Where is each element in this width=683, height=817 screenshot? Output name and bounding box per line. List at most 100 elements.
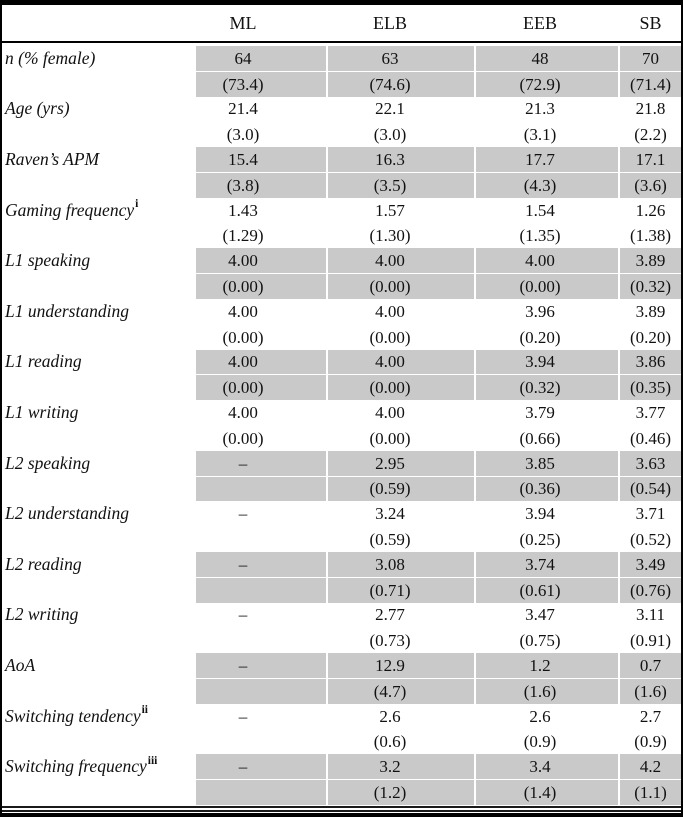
- table-row: L1 speaking 4.00 4.00 4.00 3.89 (0.00) (…: [2, 248, 681, 299]
- sd-cell-sb: (0.46): [629, 428, 672, 448]
- sd-cell-elb: (0.73): [369, 631, 411, 651]
- row-label-spacer: [2, 173, 194, 198]
- mean-cell-ml: 4.00: [228, 403, 258, 423]
- sd-cell-elb: (0.59): [328, 476, 474, 502]
- row-label-spacer: [2, 578, 194, 603]
- sd-cell-eeb: (0.00): [476, 274, 618, 299]
- sd-cell-elb: (0.00): [328, 375, 474, 401]
- row-label: L2 writing: [2, 603, 194, 628]
- sd-cell-ml: (0.00): [196, 375, 326, 401]
- sd-cell-sb: (0.9): [634, 732, 667, 752]
- sd-cell-elb: (4.7): [328, 678, 474, 704]
- sd-cell-eeb: (0.66): [519, 428, 561, 448]
- row-label-superscript: iii: [147, 754, 158, 767]
- sd-cell-elb: (3.0): [373, 125, 407, 145]
- table-row: n (% female) 64 63 48 70 (73.4) (74.6) (…: [2, 46, 681, 97]
- row-label-spacer: [2, 628, 194, 653]
- sd-cell-elb: (74.6): [328, 71, 474, 97]
- row-label-spacer: [2, 224, 194, 249]
- table-row: Gaming frequency i 1.43 1.57 1.54 1.26 (1…: [2, 198, 681, 249]
- mean-cell-sb: 3.89: [635, 301, 666, 321]
- table-row: Raven’s APM 15.4 16.3 17.7 17.1 (3.8) (3…: [2, 147, 681, 198]
- sd-cell-sb: (1.38): [629, 226, 672, 246]
- mean-cell-sb: 0.7: [620, 653, 681, 678]
- mean-cell-sb: 17.1: [620, 147, 681, 172]
- mean-cell-ml: –: [196, 754, 326, 780]
- mean-cell-ml: 21.4: [228, 99, 258, 119]
- mean-cell-ml: –: [238, 706, 248, 726]
- mean-cell-ml: –: [196, 653, 326, 678]
- row-label: Gaming frequency i: [2, 198, 194, 223]
- sd-cell-eeb: (0.9): [523, 732, 557, 752]
- mean-cell-sb: 21.8: [635, 99, 666, 119]
- sd-cell-ml: (1.29): [222, 226, 264, 246]
- row-label-superscript: ii: [141, 704, 148, 717]
- mean-cell-ml: –: [196, 551, 326, 577]
- sd-cell-elb: (0.00): [369, 327, 411, 347]
- row-label-spacer: [2, 72, 194, 97]
- row-label-spacer: [2, 679, 194, 704]
- sd-cell-eeb: (0.75): [519, 631, 561, 651]
- sd-cell-eeb: (72.9): [476, 71, 618, 97]
- sd-cell-elb: (1.2): [328, 780, 474, 805]
- mean-cell-sb: 1.26: [635, 200, 666, 220]
- mean-cell-ml: 4.00: [196, 248, 326, 274]
- mean-cell-sb: 3.86: [620, 349, 681, 375]
- sd-cell-elb: (0.00): [328, 274, 474, 299]
- sd-cell-sb: (0.32): [620, 274, 681, 299]
- mean-cell-sb: 4.2: [620, 754, 681, 780]
- sd-cell-eeb: (0.20): [519, 327, 561, 347]
- mean-cell-sb: 3.71: [635, 504, 666, 524]
- table-bottom-border: [2, 813, 681, 817]
- mean-cell-elb: 3.24: [375, 504, 405, 524]
- row-label: L2 reading: [2, 552, 194, 577]
- sd-cell-ml: [196, 678, 326, 704]
- sd-cell-ml: [196, 476, 326, 502]
- row-label-spacer: [2, 325, 194, 350]
- row-label-spacer: [2, 730, 194, 755]
- sd-cell-sb: (1.6): [620, 678, 681, 704]
- mean-cell-ml: 4.00: [196, 349, 326, 375]
- table-row: L2 writing – 2.77 3.47 3.11 (0.73) (0.75…: [2, 603, 681, 654]
- sd-cell-eeb: (1.6): [476, 678, 618, 704]
- sd-cell-ml: (73.4): [196, 71, 326, 97]
- row-label: L1 writing: [2, 400, 194, 425]
- row-label-text: Switching frequency: [5, 756, 147, 777]
- row-label-spacer: [2, 780, 194, 805]
- mean-cell-sb: 3.63: [620, 450, 681, 476]
- table-row: L1 writing 4.00 4.00 3.79 3.77 (0.00) (0…: [2, 400, 681, 451]
- mean-cell-sb: 3.77: [635, 403, 666, 423]
- row-label: L2 understanding: [2, 501, 194, 526]
- sd-cell-elb: (0.6): [373, 732, 407, 752]
- sd-cell-ml: (0.00): [196, 274, 326, 299]
- bottom-double-rule-top: [2, 806, 681, 808]
- row-label-text: L2 reading: [5, 553, 82, 574]
- mean-cell-elb: 3.2: [328, 754, 474, 780]
- mean-cell-elb: 4.00: [375, 301, 405, 321]
- row-label: L1 reading: [2, 350, 194, 375]
- row-label-text: L2 speaking: [5, 452, 91, 473]
- row-label: Switching tendency ii: [2, 704, 194, 729]
- row-label: AoA: [2, 653, 194, 678]
- table-row: L2 speaking – 2.95 3.85 3.63 (0.59) (0.3…: [2, 450, 681, 502]
- sd-cell-sb: (0.91): [629, 631, 672, 651]
- table-header-row: ML ELB EEB SB: [2, 5, 681, 43]
- mean-cell-elb: 2.77: [375, 605, 405, 625]
- sd-cell-elb: (0.00): [369, 428, 411, 448]
- mean-cell-eeb: 17.7: [476, 147, 618, 172]
- mean-cell-elb: 2.95: [328, 450, 474, 476]
- mean-cell-elb: 3.08: [328, 551, 474, 577]
- row-label-spacer: [2, 122, 194, 147]
- sd-cell-ml: [196, 730, 326, 755]
- row-label: Raven’s APM: [2, 147, 194, 172]
- mean-cell-eeb: 3.96: [525, 301, 555, 321]
- row-label-text: Raven’s APM: [5, 149, 100, 170]
- row-label-spacer: [2, 527, 194, 552]
- mean-cell-eeb: 21.3: [525, 99, 555, 119]
- sd-cell-ml: (0.00): [222, 428, 264, 448]
- mean-cell-eeb: 2.6: [529, 706, 551, 726]
- row-label-text: L2 writing: [5, 604, 79, 625]
- sd-cell-ml: [196, 628, 326, 653]
- sd-cell-eeb: (0.36): [476, 476, 618, 502]
